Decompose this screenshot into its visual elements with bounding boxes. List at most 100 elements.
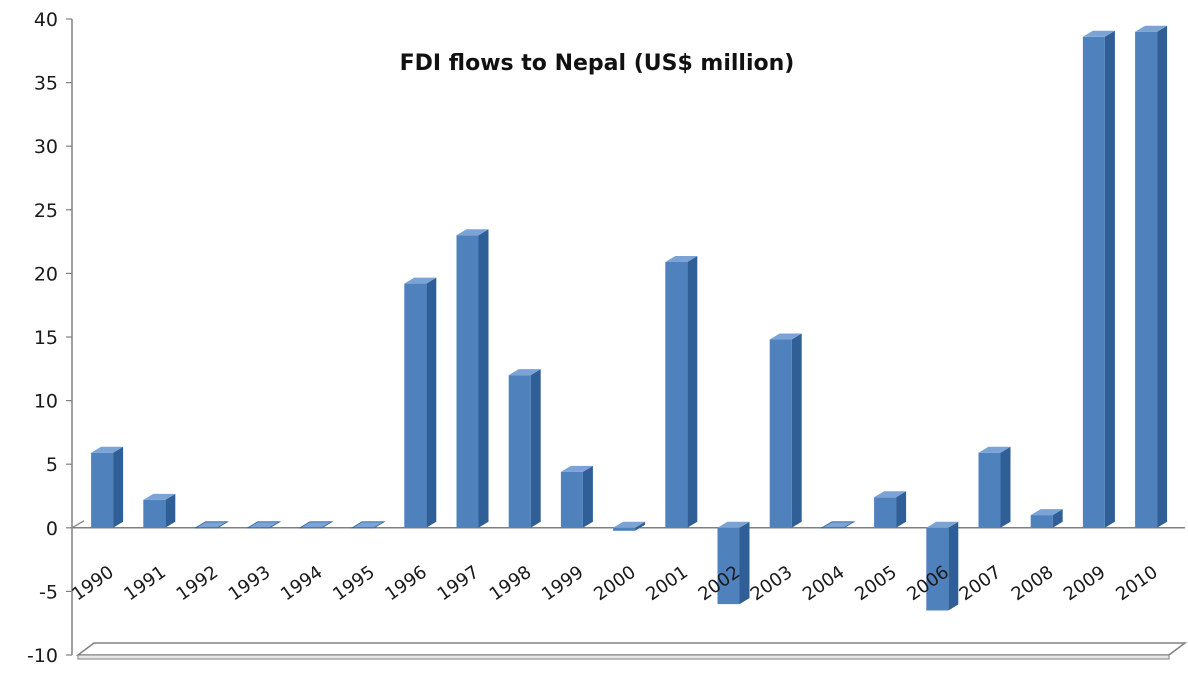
x-tick-label: 1998	[486, 562, 536, 605]
bar-top-face	[298, 521, 334, 529]
bar-2000	[613, 521, 646, 531]
bar-front-face	[613, 527, 636, 531]
bar-2003	[769, 333, 802, 528]
bar-front-face	[978, 452, 1001, 528]
x-tick-label: 1991	[120, 562, 170, 605]
chart-floor	[75, 642, 1188, 660]
bar-side-face	[1000, 446, 1011, 528]
bar-front-face	[926, 527, 949, 611]
y-tick-label: 25	[34, 200, 58, 222]
bar-side-face	[113, 446, 124, 528]
y-tick-label: 30	[34, 136, 58, 158]
bar-1997	[456, 229, 489, 528]
x-tick-label: 2010	[1112, 562, 1162, 605]
bar-2001	[665, 255, 698, 528]
y-tick-label: 10	[34, 391, 58, 413]
x-tick-label: 1994	[277, 562, 327, 605]
bar-1999	[560, 465, 593, 528]
x-tick-label: 2003	[747, 562, 797, 605]
bar-1991	[143, 493, 176, 528]
bar-front-face	[874, 497, 897, 528]
bar-front-face	[665, 261, 688, 528]
y-tick-label: 20	[34, 263, 58, 285]
bar-side-face	[896, 491, 907, 528]
bar-1992	[194, 521, 229, 529]
bar-side-face	[948, 521, 959, 611]
bar-top-face	[613, 521, 646, 528]
bar-front-face	[769, 339, 792, 528]
bar-side-face	[1157, 25, 1168, 528]
bar-top-face	[717, 521, 750, 528]
bar-top-face	[560, 465, 593, 472]
bar-front-face	[1030, 515, 1053, 528]
x-tick-label: 2007	[956, 562, 1006, 605]
y-tick-label: -5	[39, 581, 58, 603]
bar-2008	[1030, 509, 1063, 528]
bar-top-face	[404, 277, 437, 284]
x-tick-labels: 1990 1991 1992 1993 1994 1995 1996 1997 1998 1999…	[68, 562, 1162, 605]
bars	[91, 25, 1168, 611]
y-tick-label: 0	[46, 518, 58, 540]
bar-top-face	[350, 521, 386, 529]
bar-1994	[298, 521, 334, 529]
x-tick-label: 2009	[1060, 562, 1110, 605]
bar-top-face	[820, 521, 856, 529]
x-tick-label: 2005	[851, 562, 901, 605]
y-tick-label: 35	[34, 73, 58, 95]
x-tick-label: 1995	[329, 562, 379, 605]
bar-front-face	[404, 283, 427, 528]
bar-top-face	[143, 493, 176, 500]
bar-top-face	[874, 491, 907, 498]
bar-top-face	[456, 229, 489, 236]
bar-2005	[874, 491, 907, 528]
bar-1998	[508, 369, 541, 528]
floor-top	[75, 642, 1188, 656]
x-tick-label: 2000	[590, 562, 640, 605]
x-tick-label: 1997	[434, 562, 484, 605]
axes	[66, 18, 1185, 656]
bar-top-face	[508, 369, 541, 376]
bar-side-face	[165, 493, 176, 528]
bar-side-face	[791, 333, 802, 528]
bar-front-face	[508, 375, 531, 528]
bar-2007	[978, 446, 1011, 528]
bar-top-face	[194, 521, 229, 529]
bar-front-face	[717, 527, 740, 605]
bar-front-face	[1082, 36, 1105, 528]
bar-top-face	[978, 446, 1011, 453]
y-tick-label: 40	[34, 9, 58, 31]
bar-2009	[1082, 30, 1115, 528]
bar-top-face	[246, 521, 282, 529]
y-tick-label: -10	[27, 645, 58, 667]
baseline-depth-line	[71, 520, 85, 529]
bar-1995	[350, 521, 386, 529]
bar-2004	[820, 521, 856, 529]
y-tick-labels: -10 -5 0 5 10 15 20 25 30 35 40	[27, 9, 58, 667]
bar-side-face	[426, 277, 437, 528]
bar-2006	[926, 521, 959, 611]
bar-2010	[1135, 25, 1168, 528]
bar-front-face	[143, 499, 166, 528]
x-tick-label: 2008	[1008, 562, 1058, 605]
bar-side-face	[635, 521, 646, 531]
bar-top-face	[1135, 25, 1168, 32]
bar-front-face	[560, 471, 583, 528]
x-tick-label: 2001	[642, 562, 692, 605]
y-tick-label: 15	[34, 327, 58, 349]
bar-1996	[404, 277, 437, 528]
bar-top-face	[769, 333, 802, 340]
bar-side-face	[739, 521, 750, 605]
x-tick-label: 1992	[173, 562, 223, 605]
x-tick-label: 1993	[225, 562, 275, 605]
bar-side-face	[1104, 30, 1115, 528]
bar-top-face	[926, 521, 959, 528]
bar-side-face	[478, 229, 489, 528]
x-tick-label: 1999	[538, 562, 588, 605]
x-tick-label: 1990	[68, 562, 118, 605]
x-tick-label: 2004	[799, 562, 849, 605]
bar-side-face	[687, 255, 698, 528]
bar-front-face	[456, 235, 479, 528]
bar-side-face	[1052, 509, 1063, 528]
